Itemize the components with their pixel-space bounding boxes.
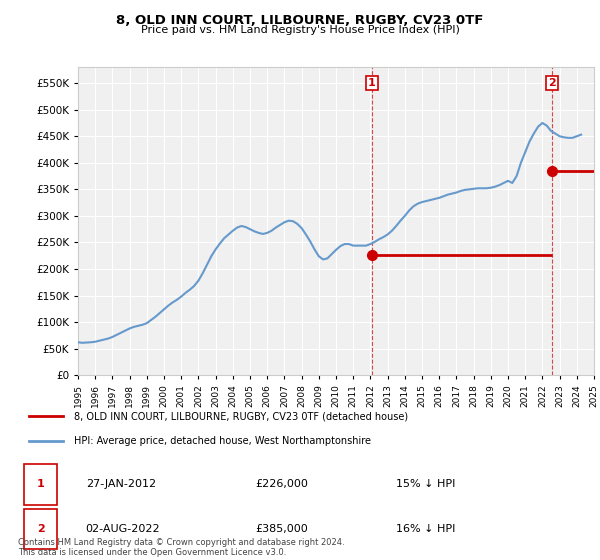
Text: Contains HM Land Registry data © Crown copyright and database right 2024.
This d: Contains HM Land Registry data © Crown c… <box>18 538 344 557</box>
Text: 1: 1 <box>368 78 376 88</box>
Text: 15% ↓ HPI: 15% ↓ HPI <box>396 479 455 489</box>
FancyBboxPatch shape <box>23 464 58 505</box>
Text: 27-JAN-2012: 27-JAN-2012 <box>86 479 156 489</box>
Text: Price paid vs. HM Land Registry's House Price Index (HPI): Price paid vs. HM Land Registry's House … <box>140 25 460 35</box>
Text: £385,000: £385,000 <box>255 524 308 534</box>
Text: 02-AUG-2022: 02-AUG-2022 <box>86 524 160 534</box>
Text: 1: 1 <box>37 479 44 489</box>
FancyBboxPatch shape <box>23 509 58 549</box>
Text: £226,000: £226,000 <box>255 479 308 489</box>
Text: 2: 2 <box>37 524 44 534</box>
Text: 16% ↓ HPI: 16% ↓ HPI <box>396 524 455 534</box>
Text: HPI: Average price, detached house, West Northamptonshire: HPI: Average price, detached house, West… <box>74 436 371 446</box>
Text: 2: 2 <box>548 78 556 88</box>
Text: 8, OLD INN COURT, LILBOURNE, RUGBY, CV23 0TF (detached house): 8, OLD INN COURT, LILBOURNE, RUGBY, CV23… <box>74 411 409 421</box>
Text: 8, OLD INN COURT, LILBOURNE, RUGBY, CV23 0TF: 8, OLD INN COURT, LILBOURNE, RUGBY, CV23… <box>116 14 484 27</box>
